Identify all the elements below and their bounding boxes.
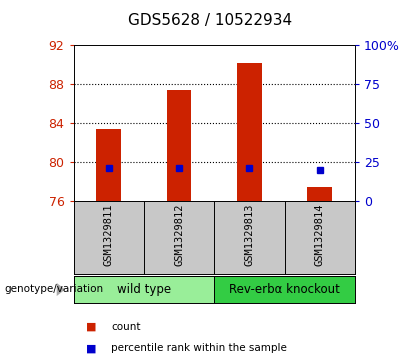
Text: GSM1329812: GSM1329812 bbox=[174, 204, 184, 266]
Text: count: count bbox=[111, 322, 141, 332]
Text: GSM1329814: GSM1329814 bbox=[315, 204, 325, 266]
Text: Rev-erbα knockout: Rev-erbα knockout bbox=[229, 283, 340, 296]
Bar bbox=[96, 129, 121, 201]
Text: GSM1329811: GSM1329811 bbox=[104, 204, 114, 266]
Bar bbox=[74, 276, 214, 303]
Text: ■: ■ bbox=[86, 322, 97, 332]
Bar bbox=[167, 90, 192, 201]
Text: genotype/variation: genotype/variation bbox=[4, 285, 103, 294]
Bar bbox=[214, 276, 355, 303]
Polygon shape bbox=[57, 283, 65, 296]
Bar bbox=[307, 187, 332, 201]
Text: percentile rank within the sample: percentile rank within the sample bbox=[111, 343, 287, 354]
Bar bbox=[237, 63, 262, 201]
Text: GSM1329813: GSM1329813 bbox=[244, 204, 255, 266]
Text: GDS5628 / 10522934: GDS5628 / 10522934 bbox=[128, 13, 292, 28]
Text: wild type: wild type bbox=[117, 283, 171, 296]
Text: ■: ■ bbox=[86, 343, 97, 354]
